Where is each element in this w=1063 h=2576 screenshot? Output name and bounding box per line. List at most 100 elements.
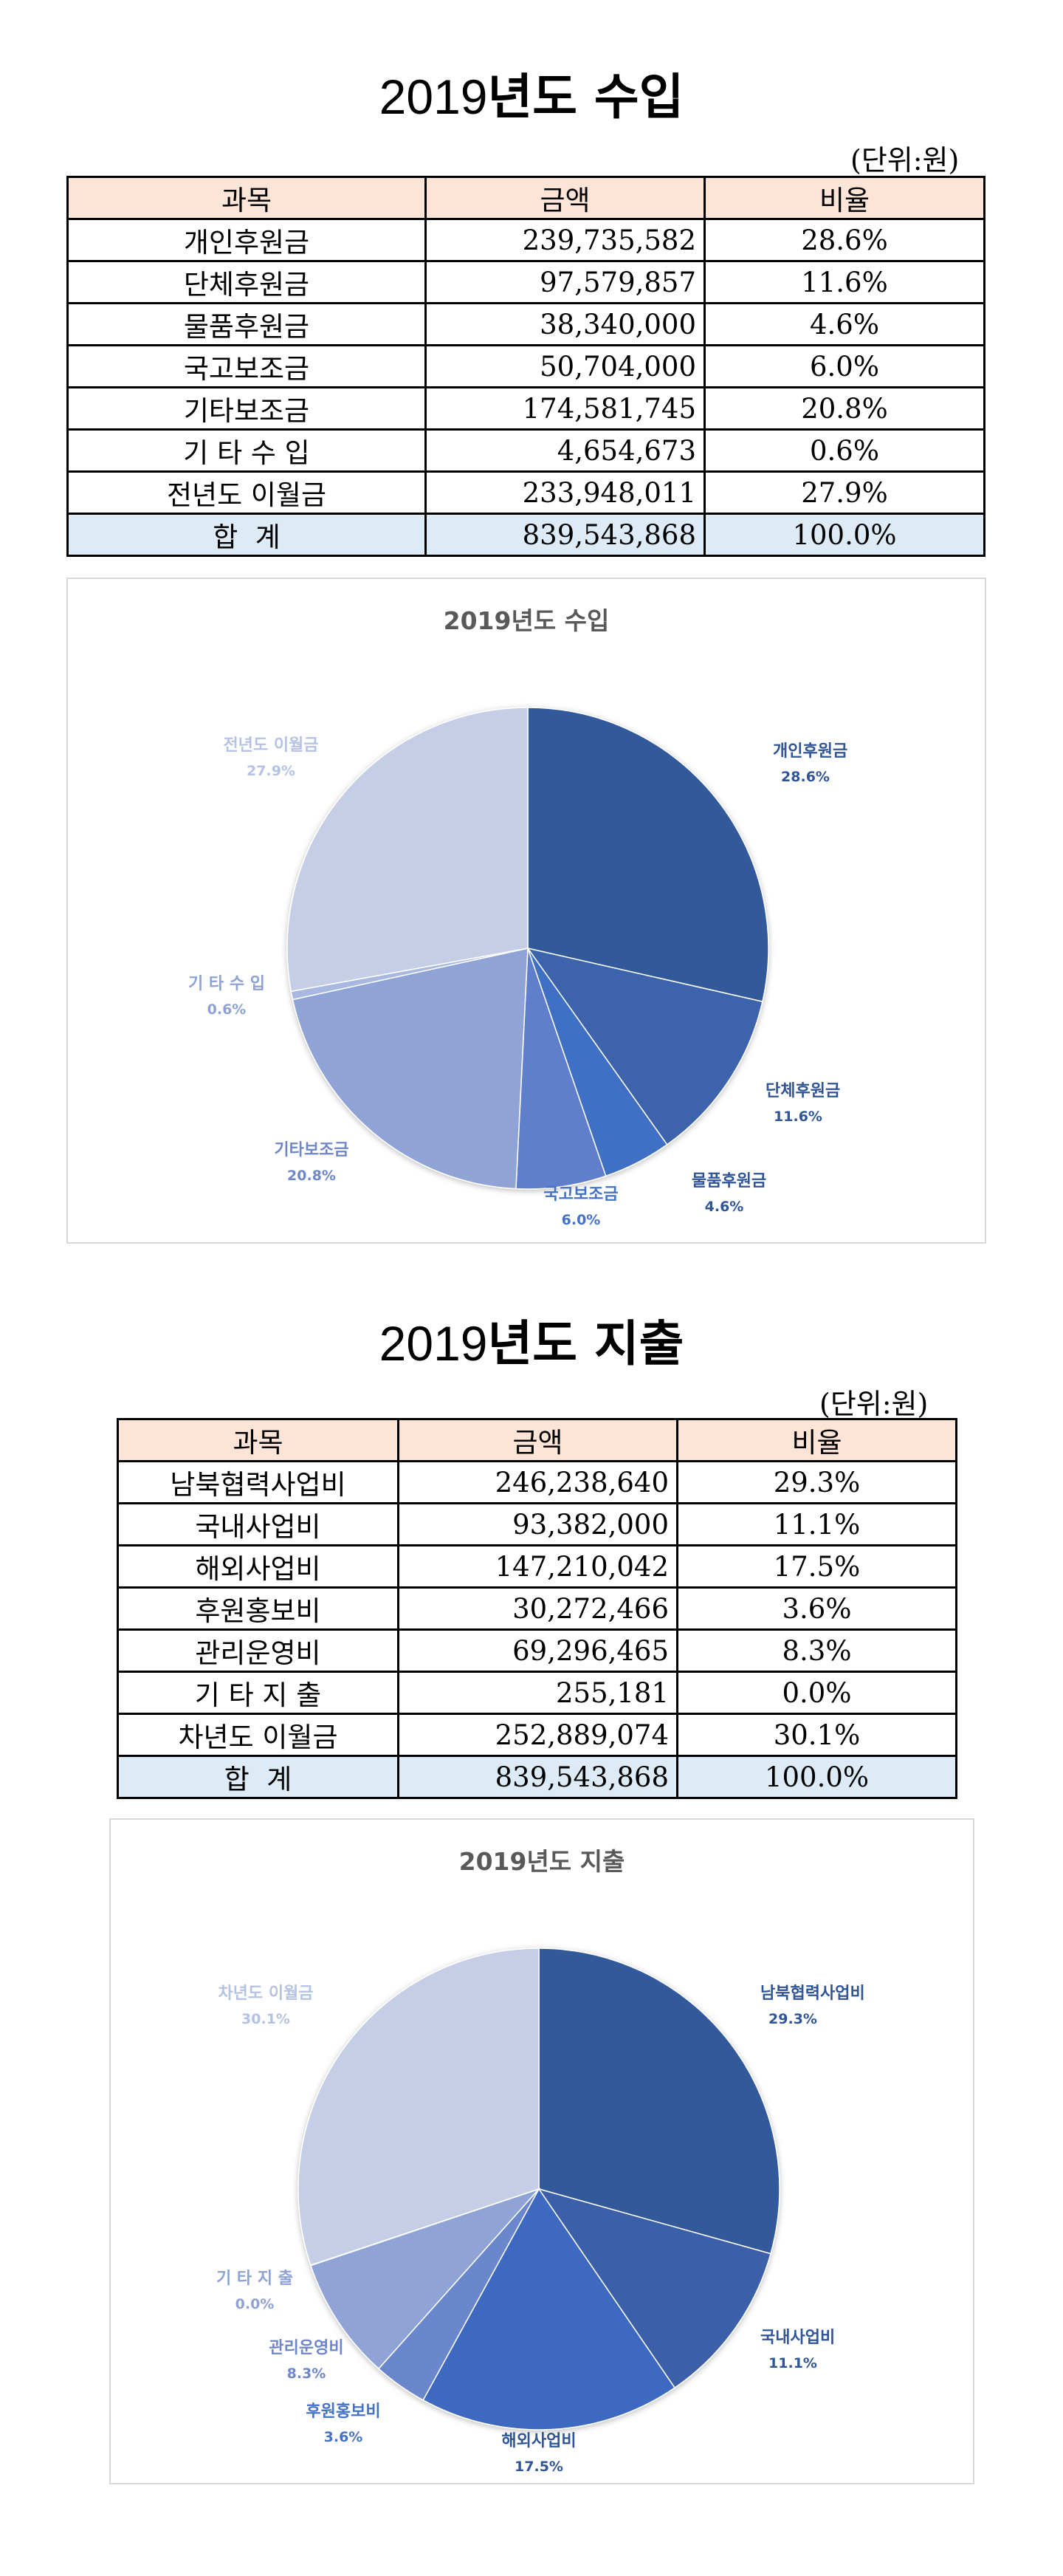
row-ratio: 3.6% [676,1586,957,1631]
chart-title: 2019년도 지출 [459,1847,625,1876]
slice-label: 기 타 지 출 [216,2270,293,2288]
expense-title: 2019년도 지출 [0,1304,1063,1375]
row-subject: 단체후원금 [66,260,427,304]
pie-slice [527,707,769,1003]
table-row: 개인후원금 239,735,582 28.6% [66,218,985,262]
total-ratio: 100.0% [676,1755,957,1799]
row-ratio: 11.1% [676,1502,957,1546]
header-ratio: 비율 [676,1418,957,1462]
table-row: 해외사업비 147,210,042 17.5% [117,1544,957,1589]
slice-value-label: 28.6% [781,769,830,785]
income-unit: (단위:원) [850,144,960,177]
row-ratio: 17.5% [676,1544,957,1589]
row-ratio: 20.8% [703,386,985,431]
slice-label: 기타보조금 [274,1141,348,1159]
slice-value-label: 8.3% [287,2366,326,2382]
total-amount: 839,543,868 [397,1755,678,1799]
header-subject: 과목 [66,176,427,220]
row-ratio: 0.6% [703,428,985,473]
slice-value-label: 30.1% [241,2011,290,2027]
header-amount: 금액 [397,1418,678,1462]
row-amount: 97,579,857 [424,260,706,304]
table-row: 물품후원금 38,340,000 4.6% [66,302,985,346]
header-ratio: 비율 [703,176,985,220]
row-subject: 관리운영비 [117,1628,399,1673]
expense-unit: (단위:원) [819,1388,929,1420]
expense-header-row: 과목 금액 비율 [117,1418,957,1462]
row-subject: 국고보조금 [66,344,427,388]
table-row: 국내사업비 93,382,000 11.1% [117,1502,957,1546]
pie-slice [297,1948,540,2267]
slice-value-label: 20.8% [287,1168,336,1184]
income-title-year: 2019 [379,69,488,124]
row-amount: 69,296,465 [397,1628,678,1673]
row-amount: 30,272,466 [397,1586,678,1631]
slice-value-label: 11.6% [774,1109,822,1125]
total-label: 합 계 [66,513,427,557]
income-table: 과목 금액 비율 개인후원금 239,735,582 28.6% 단체후원금 97,5… [66,176,985,557]
income-chart: 2019년도 수입 개인후원금 28.6% 단체후원금 11.6% 물품후원금 4.6% 국고… [66,578,986,1244]
row-amount: 38,340,000 [424,302,706,346]
income-title: 2019년도 수입 [0,58,1063,129]
slice-label: 남북협력사업비 [760,1984,865,2003]
slice-value-label: 4.6% [705,1199,744,1215]
row-ratio: 0.0% [676,1671,957,1715]
row-ratio: 28.6% [703,218,985,262]
row-amount: 147,210,042 [397,1544,678,1589]
table-row: 후원홍보비 30,272,466 3.6% [117,1586,957,1631]
slice-label: 물품후원금 [692,1172,766,1191]
slice-label: 기 타 수 입 [188,975,265,993]
row-subject: 국내사업비 [117,1502,399,1546]
slice-value-label: 11.1% [768,2355,817,2371]
slice-label: 후원홍보비 [306,2402,380,2421]
expense-table: 과목 금액 비율 남북협력사업비 246,238,640 29.3% 국내사업비 93… [117,1418,957,1799]
chart-title: 2019년도 수입 [444,606,610,635]
table-row: 기 타 수 입 4,654,673 0.6% [66,428,985,473]
row-subject: 후원홍보비 [117,1586,399,1631]
pie-slice [422,2188,676,2431]
slice-value-label: 17.5% [515,2459,563,2475]
slice-label: 관리운영비 [269,2339,343,2357]
pie-slice [309,2188,541,2370]
slice-label: 전년도 이월금 [223,736,318,755]
row-subject: 차년도 이월금 [117,1713,399,1757]
row-ratio: 6.0% [703,344,985,388]
slice-label: 국내사업비 [760,2329,835,2347]
table-row: 기타보조금 174,581,745 20.8% [66,386,985,431]
total-row: 합 계 839,543,868 100.0% [117,1755,957,1799]
row-ratio: 27.9% [703,470,985,515]
row-amount: 239,735,582 [424,218,706,262]
slice-value-label: 6.0% [562,1212,601,1228]
row-subject: 기타보조금 [66,386,427,431]
expense-title-text: 년도 지출 [487,1315,684,1372]
row-subject: 전년도 이월금 [66,470,427,515]
row-amount: 4,654,673 [424,428,706,473]
slice-value-label: 0.0% [235,2296,275,2312]
row-amount: 252,889,074 [397,1713,678,1757]
total-amount: 839,543,868 [424,513,706,557]
row-amount: 50,704,000 [424,344,706,388]
table-row: 전년도 이월금 233,948,011 27.9% [66,470,985,515]
row-amount: 246,238,640 [397,1460,678,1504]
table-row: 기 타 지 출 255,181 0.0% [117,1671,957,1715]
total-label: 합 계 [117,1755,399,1799]
slice-label: 차년도 이월금 [218,1984,313,2003]
row-subject: 해외사업비 [117,1544,399,1589]
income-header-row: 과목 금액 비율 [66,176,985,220]
row-subject: 기 타 지 출 [117,1671,399,1715]
row-amount: 255,181 [397,1671,678,1715]
pie-slice [526,947,763,1145]
table-row: 남북협력사업비 246,238,640 29.3% [117,1460,957,1504]
slice-value-label: 29.3% [768,2011,817,2027]
row-amount: 93,382,000 [397,1502,678,1546]
slice-value-label: 3.6% [324,2429,363,2445]
row-ratio: 11.6% [703,260,985,304]
expense-title-year: 2019 [379,1316,488,1371]
pie-slice [515,948,607,1190]
header-amount: 금액 [424,176,706,220]
row-ratio: 30.1% [676,1713,957,1757]
slice-label: 해외사업비 [501,2432,576,2450]
row-amount: 174,581,745 [424,386,706,431]
